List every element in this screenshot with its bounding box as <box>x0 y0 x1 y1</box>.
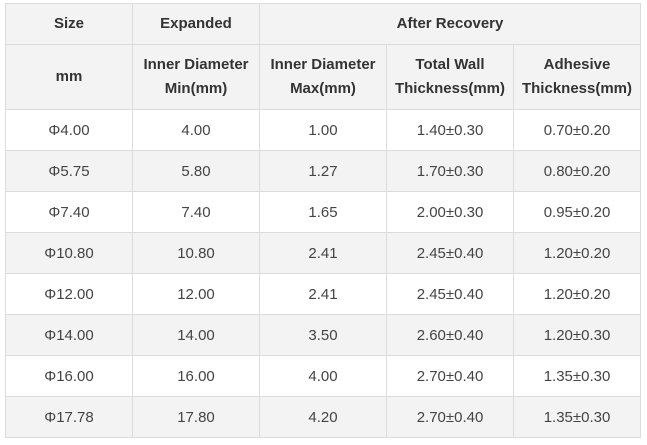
header-row-top: Size Expanded After Recovery <box>5 3 642 45</box>
cell-size: Φ10.80 <box>5 232 133 274</box>
cell-total-wall: 2.00±0.30 <box>386 191 514 233</box>
table-row: Φ14.00 14.00 3.50 2.60±0.40 1.20±0.30 <box>5 314 642 356</box>
cell-total-wall: 2.60±0.40 <box>386 314 514 356</box>
cell-total-wall: 1.40±0.30 <box>386 109 514 151</box>
cell-size: Φ16.00 <box>5 355 133 397</box>
cell-adhesive: 1.20±0.20 <box>512 232 642 274</box>
cell-expanded-min: 5.80 <box>132 150 260 192</box>
cell-inner-max: 4.20 <box>259 396 387 438</box>
cell-size: Φ7.40 <box>5 191 133 233</box>
cell-total-wall: 1.70±0.30 <box>386 150 514 192</box>
cell-adhesive: 0.95±0.20 <box>512 191 642 233</box>
cell-adhesive: 0.80±0.20 <box>512 150 642 192</box>
table-row: Φ7.40 7.40 1.65 2.00±0.30 0.95±0.20 <box>5 191 642 233</box>
cell-expanded-min: 12.00 <box>132 273 260 315</box>
header-total-wall-thickness: Total Wall Thickness(mm) <box>386 44 514 110</box>
cell-total-wall: 2.45±0.40 <box>386 232 514 274</box>
cell-adhesive: 1.20±0.20 <box>512 273 642 315</box>
cell-expanded-min: 10.80 <box>132 232 260 274</box>
cell-expanded-min: 4.00 <box>132 109 260 151</box>
header-adhesive-thickness: Adhesive Thickness(mm) <box>512 44 642 110</box>
header-size: Size <box>5 3 133 45</box>
header-row-sub: mm Inner Diameter Min(mm) Inner Diameter… <box>5 44 642 110</box>
table-row: Φ10.80 10.80 2.41 2.45±0.40 1.20±0.20 <box>5 232 642 274</box>
cell-size: Φ12.00 <box>5 273 133 315</box>
cell-expanded-min: 7.40 <box>132 191 260 233</box>
cell-expanded-min: 17.80 <box>132 396 260 438</box>
cell-inner-max: 1.27 <box>259 150 387 192</box>
spec-table-container: Size Expanded After Recovery mm Inner Di… <box>5 3 642 438</box>
cell-expanded-min: 16.00 <box>132 355 260 397</box>
cell-inner-max: 2.41 <box>259 232 387 274</box>
cell-total-wall: 2.70±0.40 <box>386 355 514 397</box>
header-after-recovery: After Recovery <box>258 3 642 45</box>
table-row: Φ4.00 4.00 1.00 1.40±0.30 0.70±0.20 <box>5 109 642 151</box>
table-row: Φ12.00 12.00 2.41 2.45±0.40 1.20±0.20 <box>5 273 642 315</box>
table-row: Φ17.78 17.80 4.20 2.70±0.40 1.35±0.30 <box>5 396 642 438</box>
cell-size: Φ4.00 <box>5 109 133 151</box>
header-inner-diameter-max: Inner Diameter Max(mm) <box>259 44 387 110</box>
cell-inner-max: 4.00 <box>259 355 387 397</box>
cell-inner-max: 3.50 <box>259 314 387 356</box>
cell-inner-max: 1.00 <box>259 109 387 151</box>
cell-adhesive: 1.35±0.30 <box>512 396 642 438</box>
table-row: Φ16.00 16.00 4.00 2.70±0.40 1.35±0.30 <box>5 355 642 397</box>
spec-table: Size Expanded After Recovery mm Inner Di… <box>5 3 642 438</box>
cell-inner-max: 1.65 <box>259 191 387 233</box>
cell-inner-max: 2.41 <box>259 273 387 315</box>
cell-adhesive: 1.35±0.30 <box>512 355 642 397</box>
cell-size: Φ14.00 <box>5 314 133 356</box>
cell-total-wall: 2.70±0.40 <box>386 396 514 438</box>
cell-size: Φ5.75 <box>5 150 133 192</box>
header-inner-diameter-min: Inner Diameter Min(mm) <box>132 44 260 110</box>
header-expanded: Expanded <box>132 3 260 45</box>
cell-size: Φ17.78 <box>5 396 133 438</box>
cell-adhesive: 0.70±0.20 <box>512 109 642 151</box>
cell-expanded-min: 14.00 <box>132 314 260 356</box>
cell-total-wall: 2.45±0.40 <box>386 273 514 315</box>
cell-adhesive: 1.20±0.30 <box>512 314 642 356</box>
header-mm: mm <box>5 44 133 110</box>
table-row: Φ5.75 5.80 1.27 1.70±0.30 0.80±0.20 <box>5 150 642 192</box>
